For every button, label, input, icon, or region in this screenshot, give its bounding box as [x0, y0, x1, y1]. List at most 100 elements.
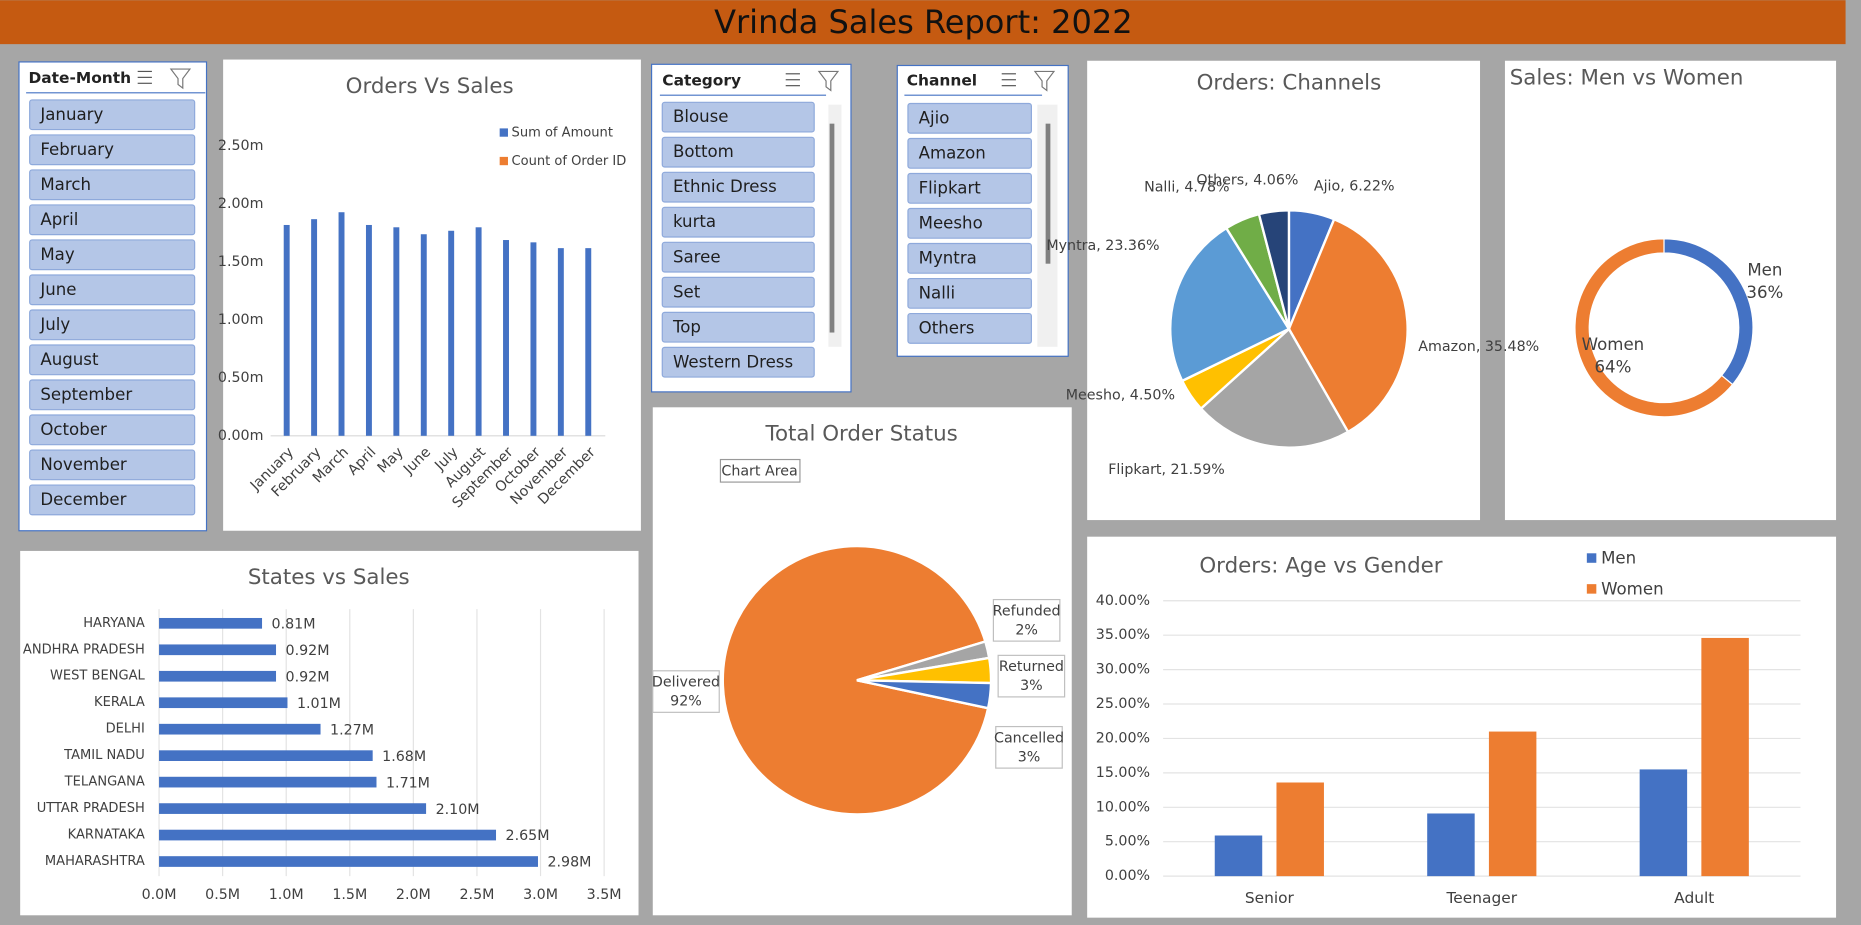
y-tick-label: 25.00%: [1096, 696, 1150, 712]
slicer-item-label[interactable]: Saree: [673, 247, 721, 266]
slicer-title: Date-Month: [28, 69, 131, 87]
x-tick-label: 2.0M: [396, 887, 431, 903]
category-label: Returned: [999, 659, 1064, 675]
slicer-item-label[interactable]: Bottom: [673, 142, 734, 161]
slicer-item[interactable]: [29, 274, 196, 306]
x-tick-label: Teenager: [1446, 889, 1518, 907]
slicer-item-label[interactable]: Meesho: [919, 213, 983, 232]
scroll-thumb[interactable]: [829, 123, 835, 333]
slicer-item[interactable]: [29, 449, 196, 481]
label-box: [995, 725, 1063, 769]
slicer-item-label[interactable]: June: [39, 280, 76, 299]
bar: [338, 212, 345, 436]
slicer-item-label[interactable]: November: [40, 455, 127, 474]
y-tick-label: 2.50m: [218, 138, 264, 154]
clear-filter-icon[interactable]: [169, 68, 192, 90]
slicer-item[interactable]: [907, 242, 1032, 274]
slicer-item[interactable]: [907, 172, 1032, 204]
slicer-item[interactable]: [661, 171, 815, 203]
slicer-item[interactable]: [661, 241, 815, 273]
slicer-item-label[interactable]: Western Dress: [673, 352, 793, 371]
slicer-item[interactable]: [29, 309, 196, 341]
slicer-item[interactable]: [661, 346, 815, 378]
clear-filter-icon[interactable]: [1033, 70, 1056, 92]
category-label: Women: [1582, 335, 1645, 354]
slicer-item-label[interactable]: October: [40, 420, 107, 439]
slicer-item[interactable]: [661, 276, 815, 308]
slicer-item[interactable]: [29, 344, 196, 376]
data-label: 64%: [1594, 358, 1631, 377]
slicer-item[interactable]: [661, 136, 815, 168]
slicer-item-label[interactable]: April: [40, 210, 78, 229]
y-tick-label: 15.00%: [1096, 765, 1150, 781]
slicer-item-label[interactable]: July: [39, 315, 70, 334]
y-tick-label: KARNATAKA: [68, 828, 145, 843]
bar: [159, 670, 277, 682]
slicer-item[interactable]: [907, 137, 1032, 169]
bar: [557, 248, 564, 436]
slicer-item-label[interactable]: Top: [672, 317, 701, 336]
bar: [1639, 769, 1688, 877]
slicer-item-label[interactable]: Ajio: [919, 108, 950, 127]
y-tick-label: MAHARASHTRA: [45, 854, 145, 869]
slicer-item-label[interactable]: December: [40, 490, 126, 509]
slicer-item-label[interactable]: Ethnic Dress: [673, 177, 777, 196]
slicer-item[interactable]: [29, 134, 196, 166]
data-label: 0.81M: [272, 617, 316, 633]
y-tick-label: 30.00%: [1096, 662, 1150, 678]
slicer-item-label[interactable]: March: [40, 175, 91, 194]
slicer-item-label[interactable]: May: [40, 245, 75, 264]
data-label: Flipkart, 21.59%: [1108, 462, 1225, 478]
data-label: 2.65M: [506, 828, 550, 844]
bar: [1701, 637, 1749, 877]
slicer-item-label[interactable]: Set: [673, 282, 701, 301]
data-label: 3%: [1018, 749, 1041, 765]
slicer-item[interactable]: [907, 102, 1032, 134]
slicer-item[interactable]: [661, 311, 815, 343]
slicer-item-label[interactable]: Nalli: [919, 283, 955, 302]
slicer-item[interactable]: [907, 312, 1032, 344]
slicer-item[interactable]: [29, 169, 196, 201]
slicer-item-label[interactable]: August: [40, 350, 99, 369]
slicer-item[interactable]: [661, 101, 815, 133]
bar: [159, 697, 288, 709]
slicer-item-label[interactable]: Blouse: [673, 107, 729, 126]
slicer-item-label[interactable]: September: [40, 385, 132, 404]
chart-title: States vs Sales: [248, 565, 410, 590]
data-label: 0.92M: [286, 669, 330, 685]
slicer-item[interactable]: [29, 414, 196, 446]
data-label: Amazon, 35.48%: [1418, 339, 1539, 355]
category-label: Men: [1747, 260, 1782, 279]
y-tick-label: WEST BENGAL: [50, 669, 146, 684]
y-tick-label: UTTAR PRADESH: [37, 801, 145, 816]
slicer-item-label[interactable]: Amazon: [919, 143, 986, 162]
slicer-item[interactable]: [29, 204, 196, 236]
slicer-item[interactable]: [29, 239, 196, 271]
clear-filter-icon[interactable]: [817, 70, 840, 92]
slicer-item-label[interactable]: February: [40, 140, 114, 159]
slicer-item[interactable]: [907, 207, 1032, 239]
bar: [159, 776, 377, 788]
slicer-item[interactable]: [907, 277, 1032, 309]
slicer-item-label[interactable]: Myntra: [919, 248, 977, 267]
y-tick-label: 1.50m: [218, 254, 264, 270]
pie-slice: [1199, 327, 1350, 449]
x-tick-label: 3.0M: [523, 887, 558, 903]
slicer-item[interactable]: [661, 206, 815, 238]
slicer-item-label[interactable]: Flipkart: [919, 178, 982, 197]
slicer-item-label[interactable]: Others: [919, 318, 975, 337]
slicer-item[interactable]: [29, 484, 196, 516]
data-label: Nalli, 4.78%: [1144, 180, 1230, 196]
legend-label: Count of Order ID: [512, 154, 627, 169]
slicer-item-label[interactable]: kurta: [673, 212, 716, 231]
y-tick-label: TELANGANA: [64, 775, 145, 790]
slicer-item[interactable]: [29, 99, 196, 131]
bar: [159, 829, 497, 841]
scroll-thumb[interactable]: [1045, 123, 1051, 264]
bar: [1214, 835, 1263, 877]
y-tick-label: DELHI: [106, 722, 145, 737]
slicer-item[interactable]: [29, 379, 196, 411]
data-label: Meesho, 4.50%: [1066, 387, 1175, 403]
slicer-item-label[interactable]: January: [39, 105, 103, 124]
data-label: 1.01M: [297, 696, 341, 712]
